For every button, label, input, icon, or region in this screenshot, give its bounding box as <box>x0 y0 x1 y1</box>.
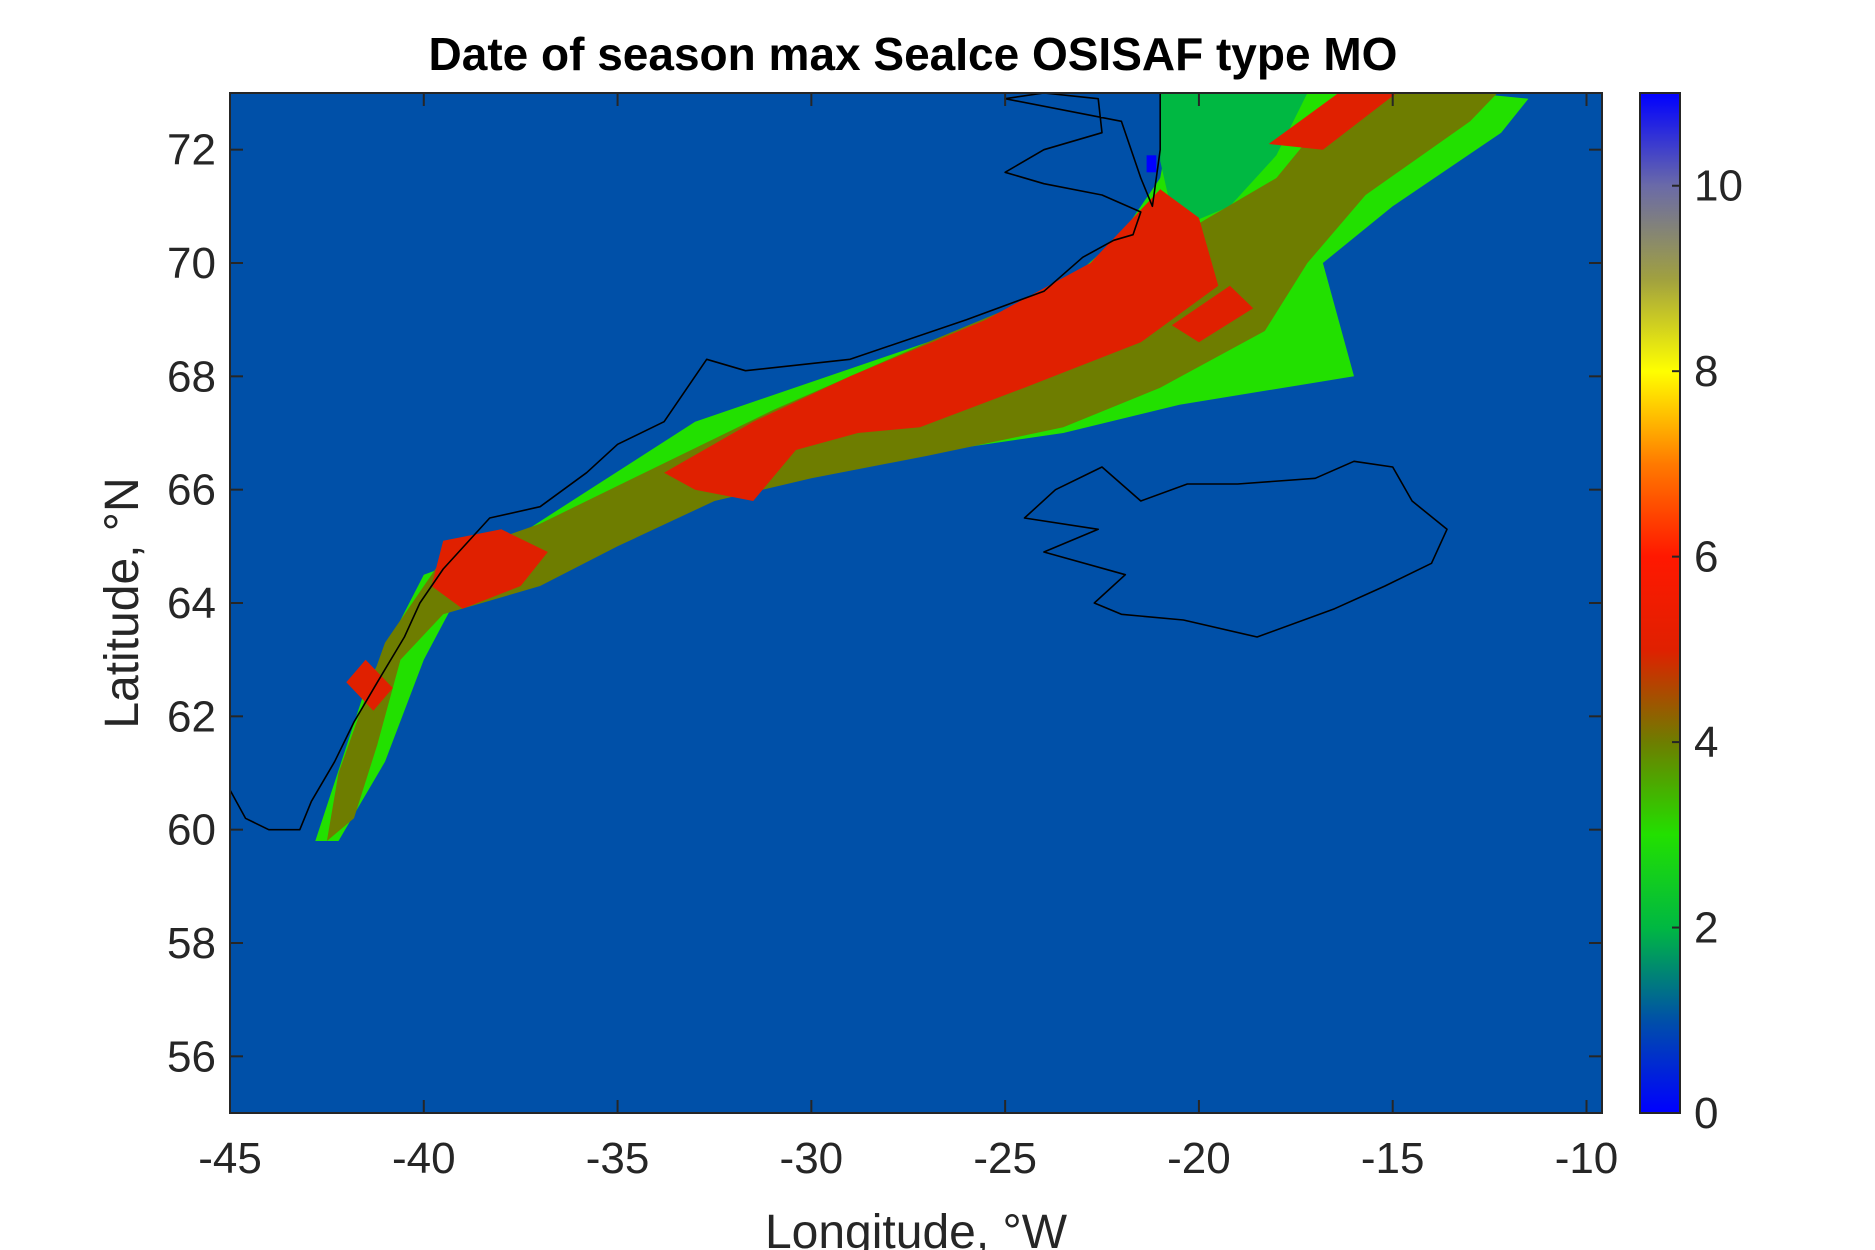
coastline-iceland <box>1023 460 1448 638</box>
y-tick-label: 72 <box>167 126 216 175</box>
colorbar-tick-label: 8 <box>1694 347 1718 396</box>
colorbar-tick-label: 2 <box>1694 904 1718 953</box>
ice-region-8 <box>1146 155 1157 173</box>
colorbar-frame <box>1639 92 1681 1114</box>
y-tick-label: 58 <box>167 919 216 968</box>
y-tick-label: 68 <box>167 352 216 401</box>
y-tick-label: 70 <box>167 239 216 288</box>
x-tick-label: -40 <box>392 1134 456 1183</box>
ice-region-3 <box>346 659 393 711</box>
x-tick-label: -15 <box>1361 1134 1425 1183</box>
colorbar-gradient <box>1640 93 1680 1113</box>
x-tick-label: -25 <box>973 1134 1037 1183</box>
x-tick-label: -20 <box>1167 1134 1231 1183</box>
ice-region-7 <box>1268 93 1397 150</box>
ice-region-5 <box>664 189 1219 502</box>
x-tick-label: -45 <box>198 1134 262 1183</box>
ice-region-1 <box>1160 93 1308 229</box>
y-axis-label: Latitude, °N <box>96 477 149 728</box>
y-axis: 56 58 60 62 64 66 68 70 72 <box>167 126 1602 1081</box>
colorbar-tick-label: 10 <box>1694 162 1743 211</box>
plot-area <box>229 92 1603 1114</box>
y-tick-label: 56 <box>167 1032 216 1081</box>
x-tick-label: -30 <box>780 1134 844 1183</box>
x-axis-label: Longitude, °W <box>765 1206 1068 1250</box>
colorbar-ticks: 0 2 4 6 8 10 <box>1672 162 1743 1138</box>
x-axis: -45 -40 -35 -30 -25 -20 -15 -10 <box>198 93 1618 1183</box>
y-tick-label: 66 <box>167 466 216 515</box>
colorbar-tick-label: 0 <box>1694 1089 1718 1138</box>
x-tick-label: -10 <box>1555 1134 1619 1183</box>
colorbar-tick-label: 6 <box>1694 533 1718 582</box>
colorbar: 0 2 4 6 8 10 <box>1639 92 1743 1138</box>
ice-region-6 <box>1171 285 1254 343</box>
y-tick-label: 60 <box>167 806 216 855</box>
sea-ice-regions <box>315 93 1529 841</box>
colorbar-tick-label: 4 <box>1694 718 1718 767</box>
y-tick-label: 64 <box>167 579 216 628</box>
y-tick-label: 62 <box>167 692 216 741</box>
x-tick-label: -35 <box>586 1134 650 1183</box>
chart-title: Date of season max SeaIce OSISAF type MO <box>429 28 1398 80</box>
